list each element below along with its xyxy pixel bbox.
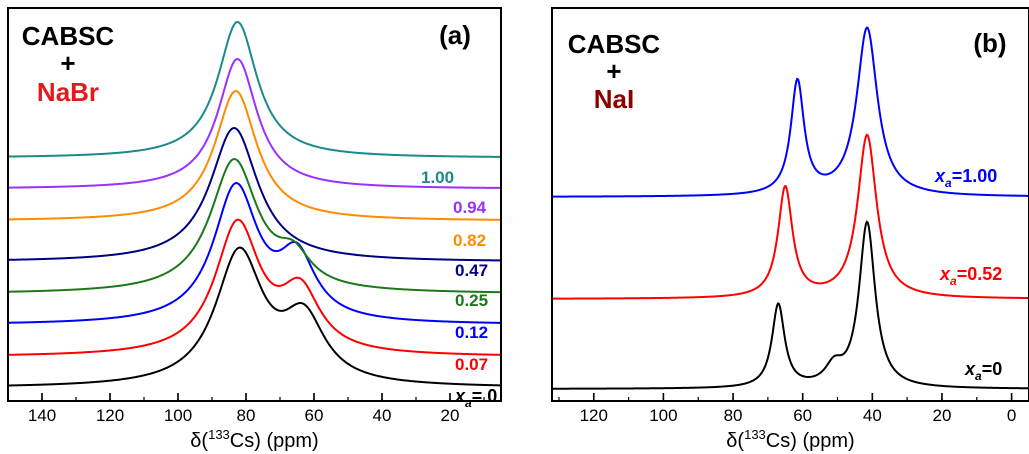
x-axis-label: δ(133Cs) (ppm) (190, 427, 318, 452)
x-tick-label: 40 (863, 406, 882, 425)
title-line-2: NaI (594, 84, 634, 114)
series-label-0.52: xa=0.52 (939, 264, 1002, 288)
panel-a: 140 120 100 80 60 40 20 δ(133Cs) (ppm) xa= 0 0.07… (7, 7, 502, 452)
series-line-0.52 (553, 133, 1028, 300)
x-tick-label: 0 (1007, 406, 1016, 425)
x-tick-label: 140 (28, 406, 56, 425)
x-tick-label: 20 (441, 406, 460, 425)
title-line-0: CABSC (568, 29, 661, 59)
x-tick-label: 80 (237, 406, 256, 425)
panel-label: (a) (439, 20, 471, 50)
series-line-0.47 (9, 127, 500, 262)
series-label-1.00: xa=1.00 (934, 166, 997, 190)
series-label-1.00: 1.00 (421, 168, 454, 187)
series-line-0 (9, 246, 500, 387)
x-tick-label: 120 (580, 406, 608, 425)
x-tick-label: 100 (164, 406, 192, 425)
series-line-0.12 (9, 182, 500, 324)
title-line-2: NaBr (37, 77, 99, 107)
x-tick-label: 60 (793, 406, 812, 425)
x-tick-label: 80 (724, 406, 743, 425)
x-tick-label: 40 (373, 406, 392, 425)
series-line-1.00 (553, 26, 1028, 198)
x-tick-label: 20 (932, 406, 951, 425)
x-axis-label: δ(133Cs) (ppm) (726, 427, 854, 452)
series-label-0.47: 0.47 (455, 261, 488, 280)
x-tick-label: 60 (305, 406, 324, 425)
series-line-0.07 (9, 218, 500, 356)
x-tick-label: 100 (649, 406, 677, 425)
title-line-1: + (606, 56, 621, 86)
series-label-0.94: 0.94 (453, 198, 487, 217)
x-tick-label: 120 (96, 406, 124, 425)
series-line-0.25 (9, 158, 500, 294)
series-line-0.94 (9, 57, 500, 189)
series-line-1.00 (9, 20, 500, 158)
series-label-0.82: 0.82 (453, 231, 486, 250)
plot-frame (7, 7, 502, 402)
panel-b: 120 100 80 60 40 20 0 δ(133Cs) (ppm) xa=0 xa=0.52… (551, 7, 1029, 452)
series-label-0: xa=0 (964, 359, 1002, 383)
title-line-1: + (60, 48, 75, 78)
series-line-0.82 (9, 89, 500, 221)
series-label-0.12: 0.12 (455, 323, 488, 342)
series-label-0: xa= 0 (454, 386, 497, 410)
series-line-0 (553, 220, 1028, 390)
title-line-0: CABSC (22, 21, 115, 51)
plot-frame (551, 7, 1029, 402)
series-label-0.07: 0.07 (455, 355, 488, 374)
series-label-0.25: 0.25 (455, 291, 488, 310)
panel-label: (b) (973, 28, 1006, 58)
